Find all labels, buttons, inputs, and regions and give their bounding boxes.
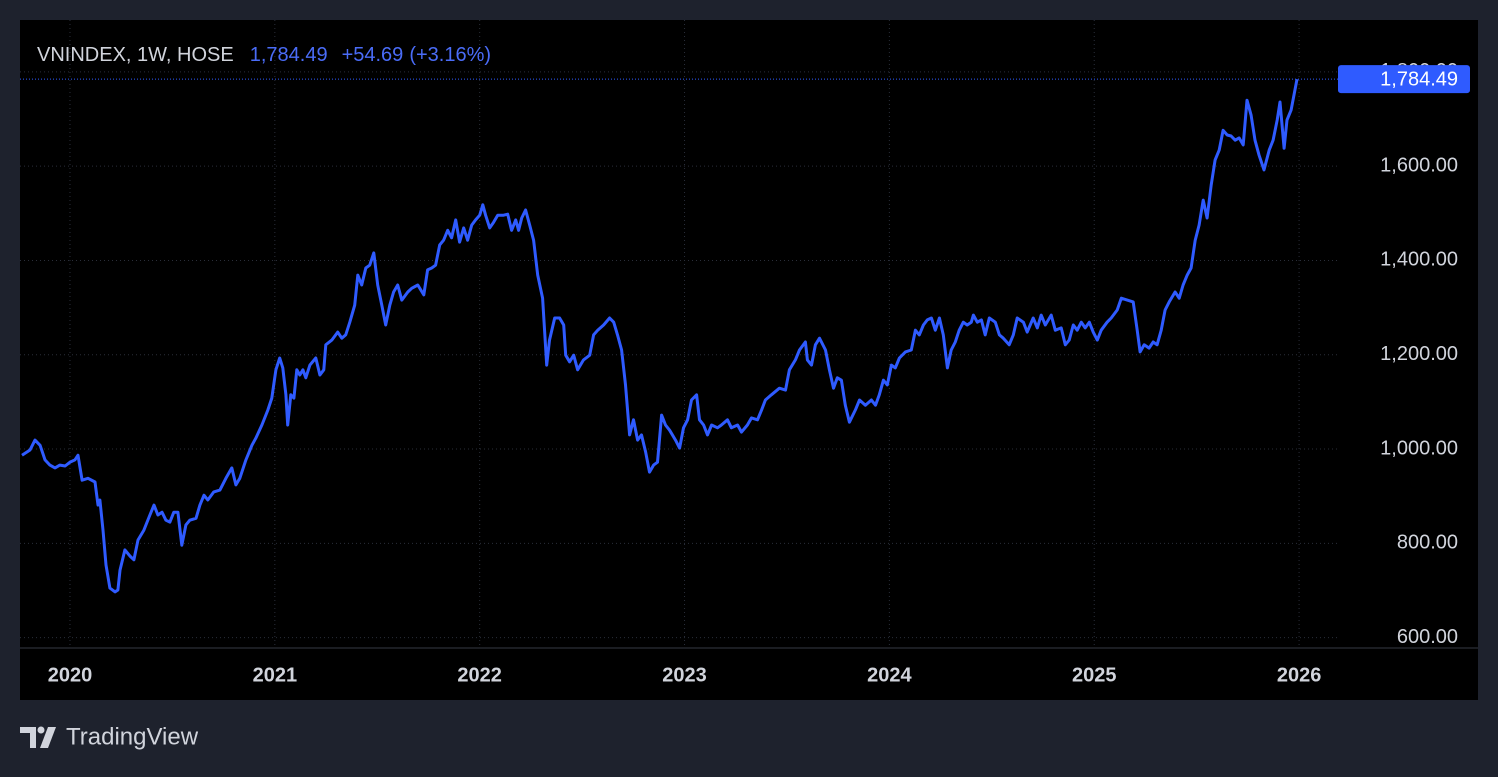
- chart-panel: [20, 20, 1478, 700]
- x-tick-label: 2025: [1072, 664, 1117, 686]
- last-price: 1,784.49: [250, 44, 328, 66]
- change: +54.69: [342, 44, 404, 66]
- last-price-badge-label: 1,784.49: [1380, 68, 1458, 90]
- x-tick-label: 2023: [662, 664, 707, 686]
- x-tick-label: 2024: [867, 664, 912, 686]
- plot: [21, 78, 1299, 594]
- price-line: [21, 78, 1299, 594]
- brand-logo: [20, 726, 56, 748]
- last-price-badge: [1338, 65, 1470, 94]
- change-percent: (+3.16%): [409, 44, 491, 66]
- x-tick-label: 2026: [1277, 664, 1322, 686]
- y-tick-label: 1,200.00: [1380, 343, 1458, 365]
- symbol: VNINDEX, 1W, HOSE: [37, 44, 234, 66]
- x-tick-label: 2022: [457, 664, 502, 686]
- y-tick-label: 1,600.00: [1380, 154, 1458, 176]
- grid: [20, 20, 1338, 648]
- y-tick-label: 1,000.00: [1380, 437, 1458, 459]
- legend-header: VNINDEX, 1W, HOSE 1,784.49 +54.69 (+3.16%): [37, 44, 491, 66]
- x-tick-label: 2020: [48, 664, 93, 686]
- brand-name: TradingView: [66, 723, 199, 750]
- y-tick-label: 1,400.00: [1380, 249, 1458, 271]
- axes: 600.00 800.00 1,000.00 1,200.00 1,400.00 1,60…: [20, 60, 1470, 686]
- y-tick-label: 600.00: [1397, 626, 1458, 648]
- y-tick-label: 800.00: [1397, 532, 1458, 554]
- x-tick-label: 2021: [253, 664, 298, 686]
